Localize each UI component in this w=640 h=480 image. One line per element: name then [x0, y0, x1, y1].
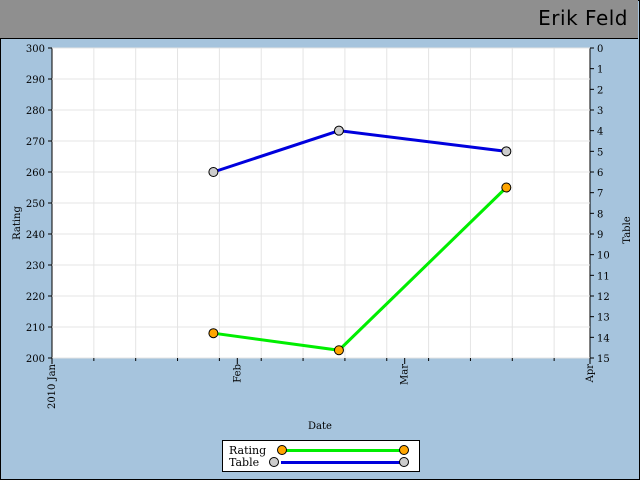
- y2-tick-label: 0: [597, 44, 603, 55]
- legend-marker-rating-start: [277, 445, 287, 455]
- y-tick-label: 240: [26, 230, 45, 241]
- y-tick-label: 210: [26, 323, 45, 334]
- legend: Rating Table: [222, 440, 420, 472]
- grid: [52, 47, 590, 359]
- x-tick-label: Mar: [400, 364, 411, 385]
- series-layer: [208, 125, 512, 356]
- legend-marker-rating-end: [399, 445, 409, 455]
- y2-tick-label: 14: [597, 333, 610, 344]
- y-tick-label: 230: [26, 261, 45, 272]
- y2-tick-label: 4: [597, 127, 603, 138]
- data-point-rating: [208, 328, 219, 339]
- x-axis-title: Date: [308, 421, 332, 432]
- y2-tick-label: 5: [597, 147, 603, 158]
- x-tick-label: Feb: [232, 364, 243, 383]
- x-tick-label: 2010 Jan: [47, 363, 58, 409]
- y2-tick-label: 13: [597, 313, 610, 324]
- header-title: Erik Feld: [538, 6, 628, 30]
- data-point-rating: [333, 345, 344, 356]
- x-tick-label: Apr: [585, 364, 596, 384]
- data-point-table: [501, 146, 512, 157]
- y2-tick-label: 2: [597, 85, 603, 96]
- y2-tick-label: 11: [597, 271, 610, 282]
- y-tick-label: 260: [26, 168, 45, 179]
- data-point-table: [208, 167, 219, 177]
- y-tick-label: 220: [26, 292, 45, 303]
- y2-tick-label: 3: [597, 106, 603, 117]
- data-point-table: [333, 125, 344, 136]
- y2-axis-title: Table: [622, 216, 633, 243]
- y-tick-label: 270: [26, 137, 45, 148]
- legend-marker-table-start: [269, 457, 279, 467]
- y2-tick-label: 7: [597, 189, 603, 200]
- y-tick-label: 200: [26, 354, 45, 365]
- legend-item-rating: Rating: [229, 444, 413, 457]
- y2-tick-label: 6: [597, 168, 603, 179]
- legend-label-rating: Rating: [229, 444, 267, 457]
- y2-tick-label: 9: [597, 230, 603, 241]
- y2-tick-label: 15: [597, 354, 610, 365]
- legend-line-rating: [281, 449, 407, 452]
- legend-label-table: Table: [229, 456, 260, 469]
- y-tick-label: 290: [26, 75, 45, 86]
- y2-tick-label: 10: [597, 251, 610, 262]
- legend-marker-table-end: [399, 457, 409, 467]
- y-tick-label: 280: [26, 106, 45, 117]
- data-point-rating: [501, 182, 512, 193]
- legend-line-table: [281, 461, 407, 464]
- y-tick-label: 250: [26, 199, 45, 210]
- y2-tick-label: 12: [597, 292, 610, 303]
- y-tick-label: 300: [26, 44, 45, 55]
- y-axis-title: Rating: [12, 206, 23, 240]
- header-bar: Erik Feld: [0, 0, 638, 39]
- y2-tick-label: 8: [597, 209, 603, 220]
- legend-item-table: Table: [229, 456, 413, 469]
- y2-tick-label: 1: [597, 65, 603, 76]
